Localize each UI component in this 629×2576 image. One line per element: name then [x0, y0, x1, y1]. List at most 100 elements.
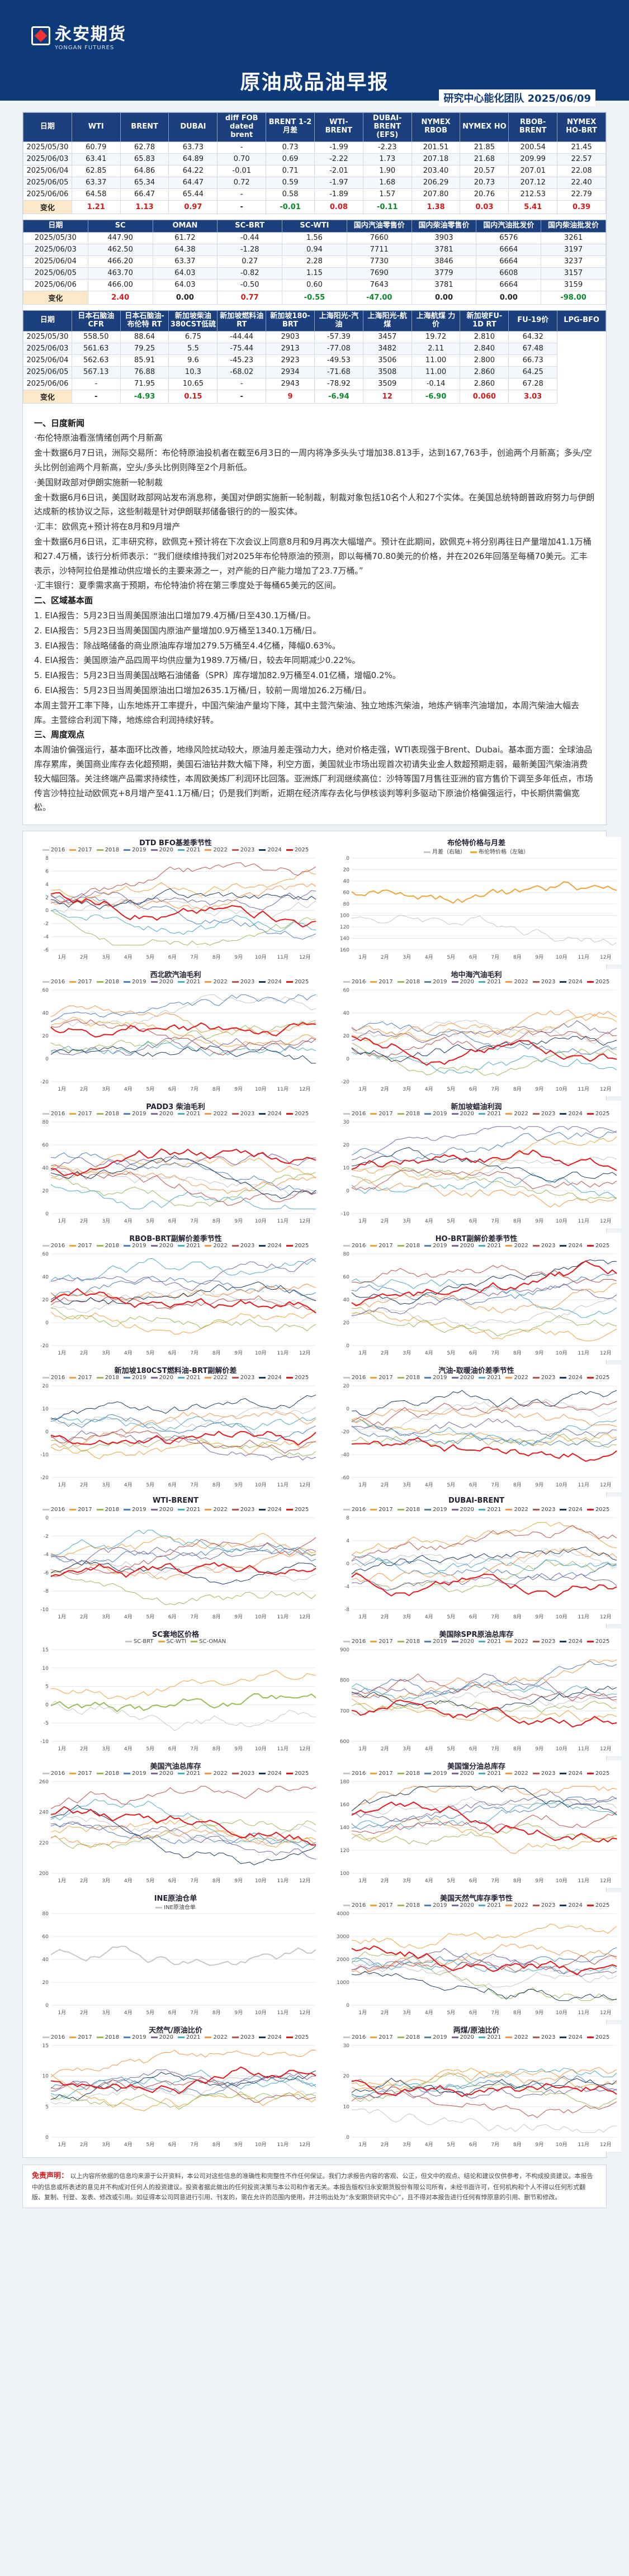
legend-label: 2021	[487, 979, 502, 986]
series-line	[351, 1137, 617, 1181]
table-cell: -57.39	[314, 330, 363, 343]
series-line	[50, 1416, 316, 1431]
chart-panel: HO-BRT副解价差季节性 2016 2017 2018 2019 2020 2021 202…	[332, 1233, 621, 1361]
legend-item: 2016	[343, 1243, 366, 1249]
y-tick-label: 40	[42, 1275, 49, 1280]
x-tick-label: 1月	[58, 1350, 66, 1356]
y-tick-label: 15	[42, 2043, 49, 2049]
table-cell: 6664	[476, 255, 542, 268]
x-tick-label: 8月	[212, 1350, 221, 1356]
x-tick-label: 7月	[491, 954, 499, 960]
chart-legend: 2016 2017 2018 2019 2020 2021 2022 2023 2024 2025	[31, 979, 320, 987]
x-tick-label: 1月	[358, 1614, 367, 1620]
legend-swatch	[69, 849, 77, 851]
series-line	[50, 1295, 316, 1314]
y-tick-label: 160	[340, 948, 349, 953]
series-line	[50, 1284, 316, 1301]
legend-label: 2017	[78, 1243, 92, 1249]
legend-swatch	[587, 2036, 594, 2038]
x-tick-label: 12月	[299, 2142, 310, 2148]
x-tick-label: 4月	[425, 2010, 433, 2016]
table-cell: 7660	[346, 231, 412, 244]
table-cell: 463.70	[87, 267, 153, 280]
legend-item: 2024	[560, 1639, 583, 1645]
x-tick-label: 3月	[102, 1614, 110, 1620]
series-line	[351, 1522, 617, 1556]
legend-item: 2019	[424, 1375, 447, 1381]
legend-swatch	[479, 1640, 485, 1642]
legend-label: 2019	[132, 1507, 146, 1513]
series-line	[351, 1800, 617, 1830]
legend-label: 2023	[240, 2034, 255, 2041]
x-tick-label: 7月	[491, 1746, 499, 1752]
table-cell: 562.63	[71, 354, 121, 367]
legend-label: 2017	[379, 1770, 393, 1777]
y-tick-label: 20	[42, 1384, 49, 1389]
series-line	[50, 1308, 316, 1332]
change-cell: -0.55	[282, 290, 347, 305]
legend-item: 2018	[96, 1243, 120, 1249]
legend-item: 2022	[205, 1111, 228, 1117]
legend-item: 2018	[397, 1770, 420, 1777]
chart-plot: -60 -40 -20 0 20 1月 2月 3月 4月 5月 6月 7月 8月 9月 10月 11月 12月	[341, 1384, 617, 1488]
legend-item: 2023	[231, 1243, 254, 1249]
series-line	[351, 1699, 617, 1713]
x-tick-label: 2月	[80, 954, 88, 960]
y-tick-label: 60	[42, 1143, 49, 1148]
x-tick-label: 12月	[299, 1746, 310, 1752]
chart-plot: -20 0 20 40 60 1月 2月 3月 4月 5月 6月 7月 8月 9月 10月 11月 12月	[40, 1252, 316, 1356]
series-line	[51, 869, 316, 902]
x-tick-label: 7月	[491, 1218, 499, 1224]
table-cell: 22.40	[557, 176, 606, 189]
series-line	[351, 1401, 617, 1426]
y-tick-label: 40	[42, 1957, 49, 1963]
legend-swatch	[205, 1112, 212, 1115]
x-tick-label: 2月	[80, 1086, 88, 1092]
x-tick-label: 8月	[212, 1746, 221, 1752]
legend-swatch	[343, 1112, 350, 1115]
x-tick-label: 5月	[447, 1482, 455, 1488]
y-tick-label: 60	[42, 1252, 49, 1257]
legend-label: 2024	[267, 1770, 282, 1777]
legend-label: 2021	[186, 1243, 201, 1249]
y-tick-label: 20	[343, 868, 350, 873]
legend-label: 2024	[568, 1902, 583, 1909]
column-header: 国内汽油零售价	[346, 219, 412, 233]
x-tick-label: 3月	[102, 1482, 110, 1488]
table-cell: 2025/06/03	[23, 243, 88, 256]
series-line	[50, 2091, 316, 2110]
legend-item: 2018	[96, 979, 119, 985]
series-line	[351, 1560, 617, 1593]
series-line	[50, 1258, 316, 1282]
legend-label: 2019	[433, 1770, 447, 1777]
legend-swatch	[343, 1772, 350, 1774]
legend-swatch	[150, 849, 158, 851]
legend-swatch	[370, 1376, 377, 1379]
y-tick-label: 2000	[337, 1957, 349, 1963]
y-tick-label: 140	[340, 936, 349, 942]
paragraph: 5. EIA报告：5月23日当周美国战略石油储备（SPR）库存增加82.9万桶至…	[34, 670, 401, 681]
table-cell: 64.22	[168, 164, 218, 177]
legend-label: 2020	[159, 1111, 173, 1117]
chart-panel: RBOB-BRT副解价差季节性 2016 2017 2018 2019 2020 2021 2…	[31, 1233, 320, 1361]
x-tick-label: 11月	[578, 2142, 589, 2148]
legend-item: 2017	[69, 1243, 92, 1249]
column-header: SC-WTI	[282, 219, 347, 233]
x-tick-label: 8月	[513, 1482, 522, 1488]
y-tick-label: 40	[343, 1011, 350, 1016]
chart-title: 布伦特价格与月差	[447, 839, 505, 848]
legend-item: 2017	[69, 1375, 92, 1381]
y-tick-label: 0	[45, 1703, 49, 1708]
legend-label: 2018	[105, 1243, 120, 1249]
chart-title: 美国汽油总库存	[150, 1763, 201, 1772]
table-cell: 22.79	[557, 188, 606, 201]
x-tick-label: 11月	[277, 2010, 289, 2016]
legend-swatch	[42, 1112, 49, 1115]
change-cell: 0.15	[168, 389, 218, 404]
chart-title: 汽油-取暖油价差季节性	[438, 1367, 514, 1376]
x-tick-label: 7月	[491, 1482, 499, 1488]
legend-item: 2019	[424, 1243, 447, 1249]
y-tick-label: 220	[39, 1840, 49, 1846]
table-cell: -	[217, 141, 267, 154]
legend-label: 2021	[186, 1375, 201, 1381]
